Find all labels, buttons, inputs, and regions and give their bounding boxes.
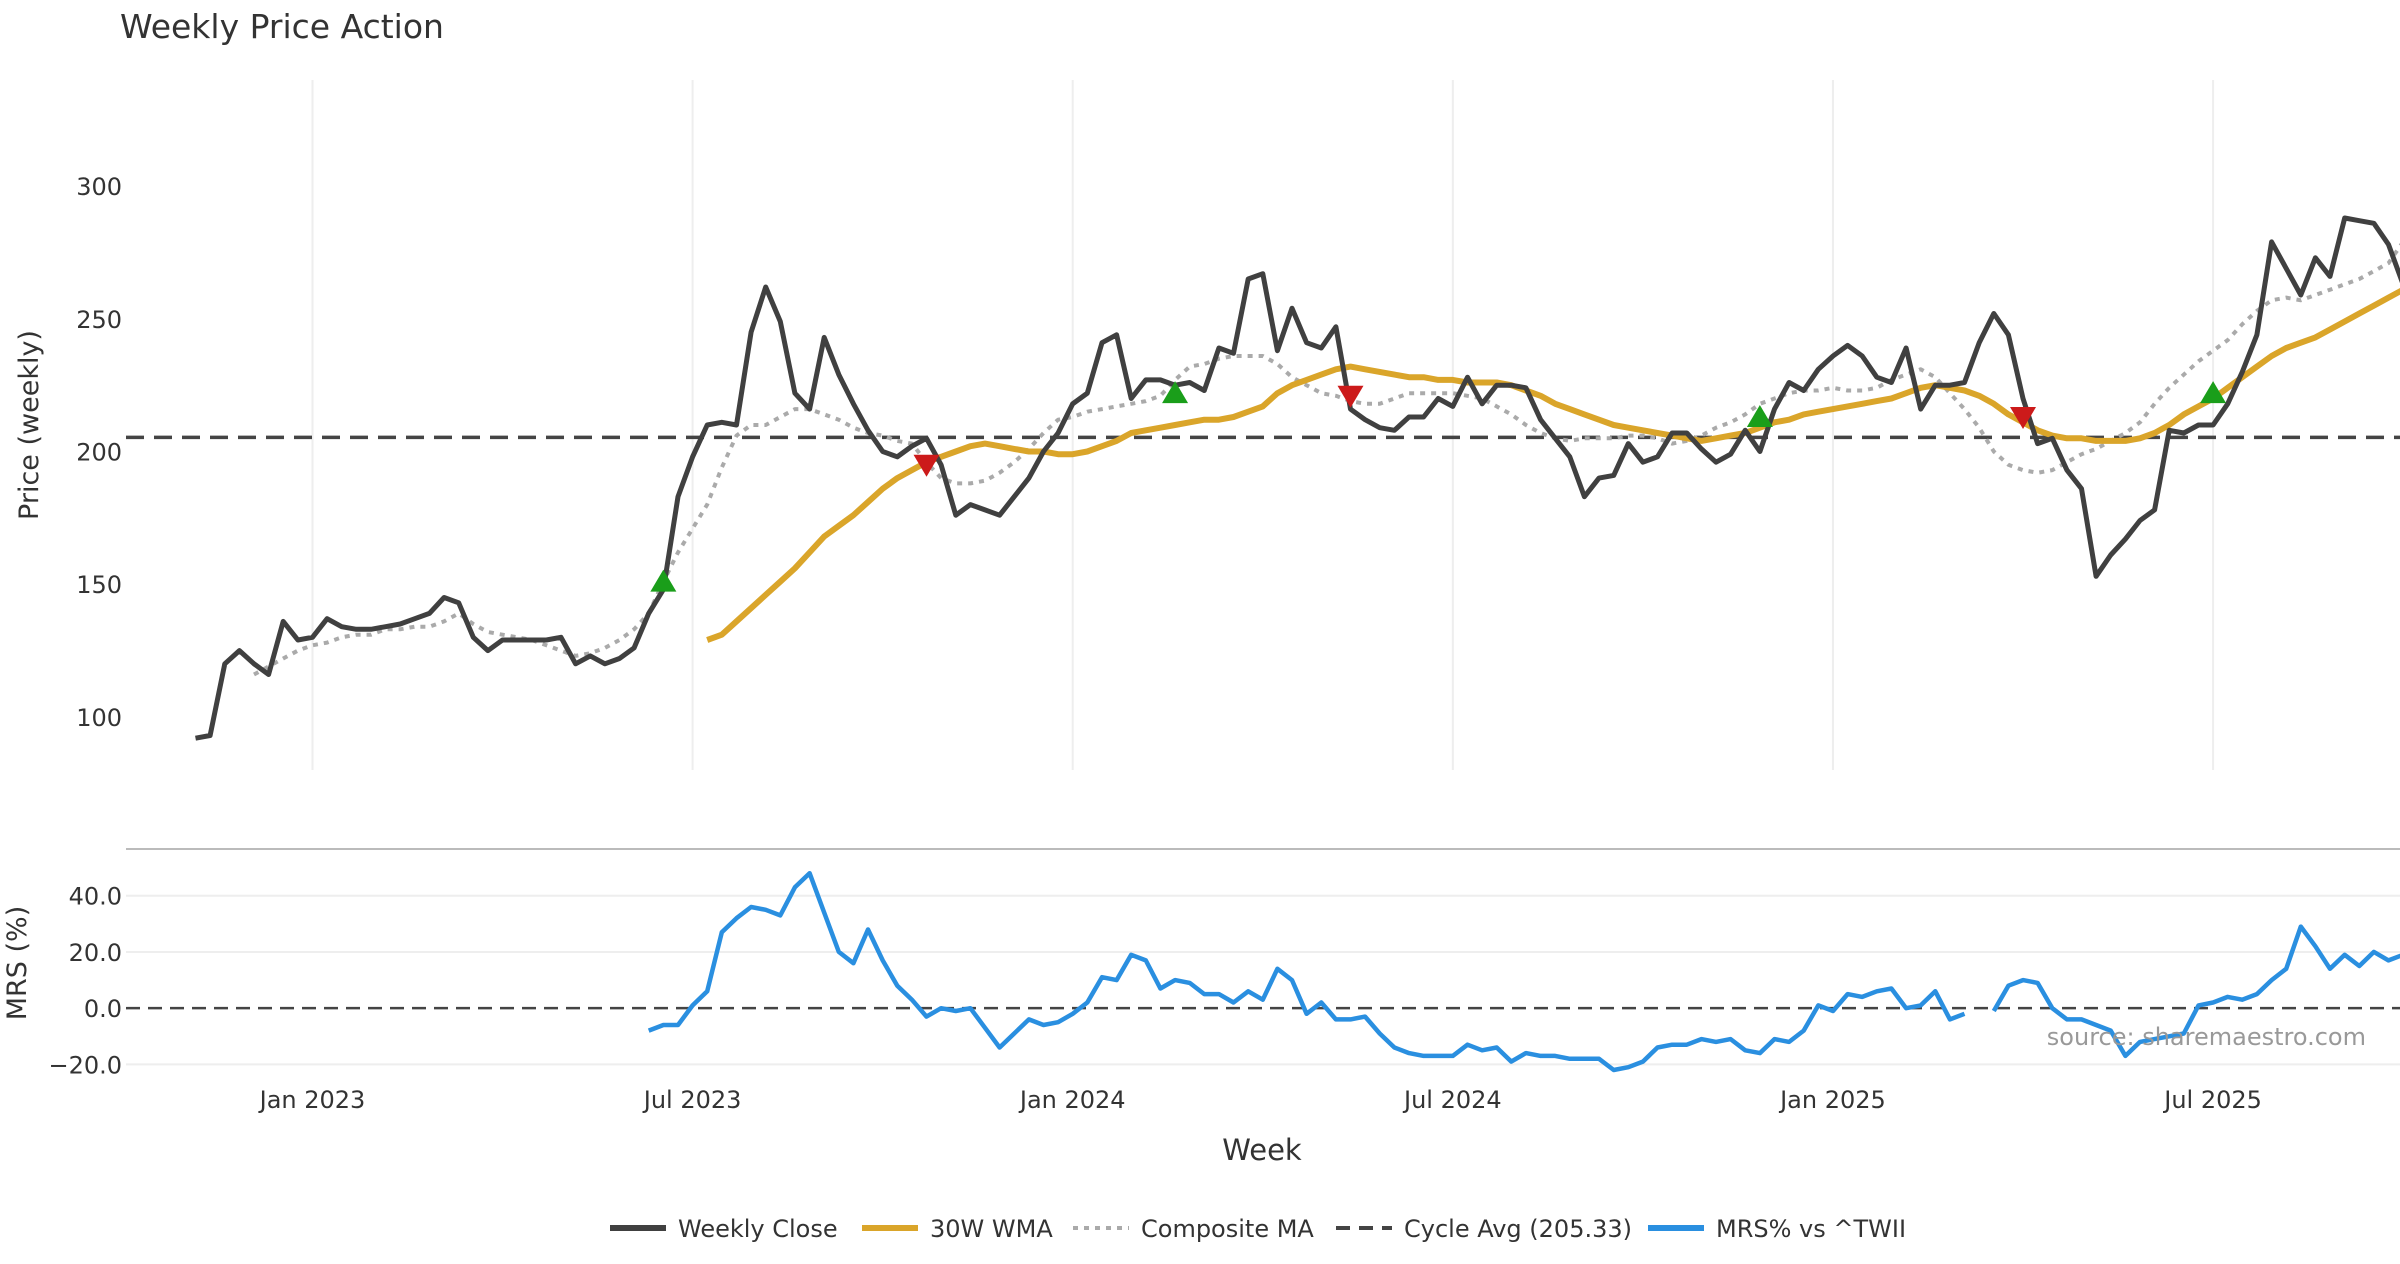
price-y-tick-label: 100 [76,704,122,732]
x-tick-label: Jul 2025 [2162,1086,2262,1114]
legend-label: 30W WMA [930,1215,1053,1243]
mrs-y-tick-label: 0.0 [84,995,122,1023]
legend-label: Cycle Avg (205.33) [1404,1215,1632,1243]
mrs-y-tick-label: 20.0 [69,939,122,967]
price-y-tick-label: 300 [76,173,122,201]
price-y-tick-label: 200 [76,439,122,467]
price-y-tick-label: 250 [76,306,122,334]
x-tick-label: Jan 2023 [258,1086,366,1114]
source-label: source: sharemaestro.com [2047,1023,2366,1051]
price-ylabel: Price (weekly) [14,330,45,520]
x-axis-label: Week [1222,1133,1302,1167]
price-y-tick-label: 150 [76,571,122,599]
x-tick-label: Jul 2024 [1402,1086,1502,1114]
mrs-y-tick-label: 40.0 [69,883,122,911]
mrs-y-tick-label: −20.0 [48,1051,122,1079]
x-tick-label: Jan 2025 [1778,1086,1886,1114]
x-tick-label: Jan 2024 [1018,1086,1126,1114]
chart-title: Weekly Price Action [120,7,444,46]
legend-label: Weekly Close [678,1215,838,1243]
legend-label: Composite MA [1141,1215,1314,1243]
x-tick-label: Jul 2023 [642,1086,742,1114]
legend-label: MRS% vs ^TWII [1716,1215,1906,1243]
mrs-ylabel: MRS (%) [2,906,33,1021]
